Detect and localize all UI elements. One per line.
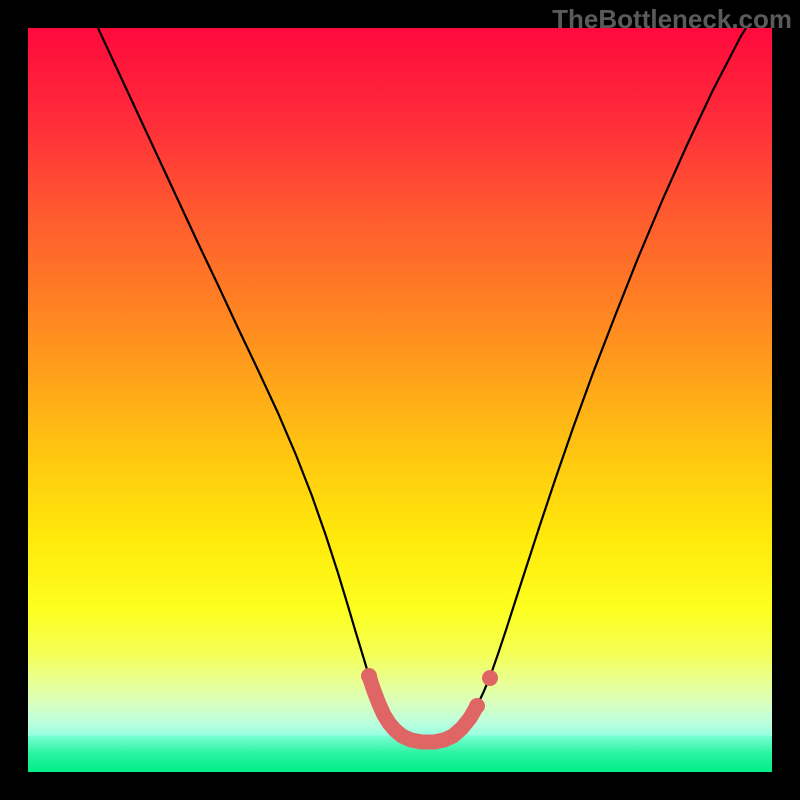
optimal-range-start-marker (361, 668, 377, 684)
plot-area (28, 28, 772, 772)
optimal-range-end-marker (469, 698, 485, 714)
bottleneck-curve (98, 28, 746, 742)
current-config-marker (482, 670, 498, 686)
watermark-text: TheBottleneck.com (552, 4, 792, 35)
curve-svg (28, 28, 772, 772)
optimal-range-segment (369, 676, 477, 742)
